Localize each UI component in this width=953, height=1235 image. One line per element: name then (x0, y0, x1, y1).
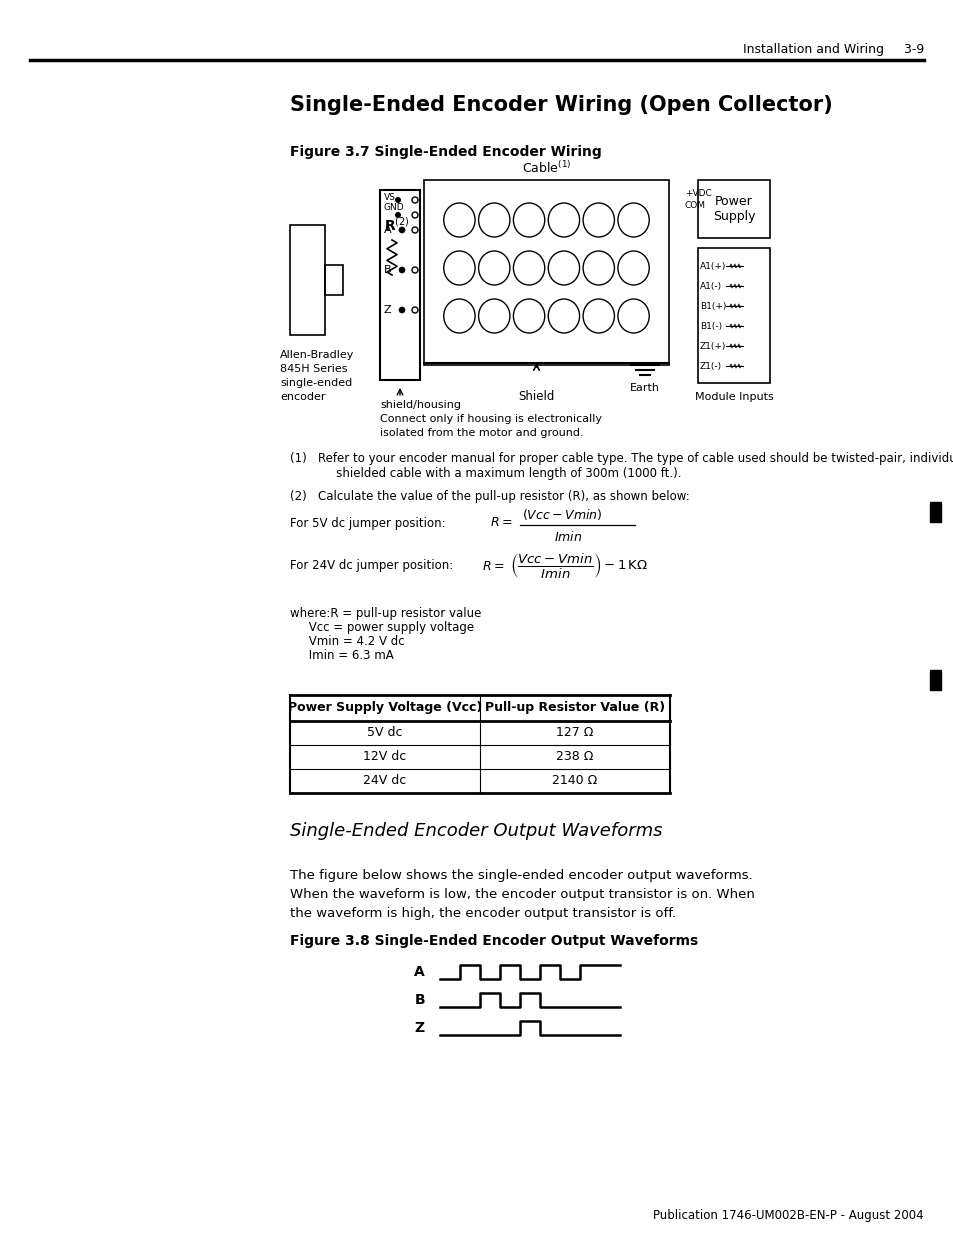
Text: Imin = 6.3 mA: Imin = 6.3 mA (290, 650, 394, 662)
Text: +VDC: +VDC (684, 189, 711, 199)
Text: For 24V dc jumper position:: For 24V dc jumper position: (290, 559, 453, 573)
Text: Figure 3.8 Single-Ended Encoder Output Waveforms: Figure 3.8 Single-Ended Encoder Output W… (290, 934, 698, 948)
Circle shape (398, 308, 405, 312)
Text: A1(+): A1(+) (700, 262, 725, 270)
Text: Vmin = 4.2 V dc: Vmin = 4.2 V dc (290, 635, 404, 648)
Text: Single-Ended Encoder Output Waveforms: Single-Ended Encoder Output Waveforms (290, 823, 661, 840)
Text: $\mathit{Imin}$: $\mathit{Imin}$ (553, 530, 581, 543)
Circle shape (412, 212, 417, 219)
Circle shape (398, 267, 405, 273)
Text: Pull-up Resistor Value (R): Pull-up Resistor Value (R) (484, 701, 664, 715)
Text: shield/housing
Connect only if housing is electronically
isolated from the motor: shield/housing Connect only if housing i… (379, 400, 601, 438)
Text: A: A (384, 225, 392, 235)
Text: Single-Ended Encoder Wiring (Open Collector): Single-Ended Encoder Wiring (Open Collec… (290, 95, 832, 115)
Text: B: B (384, 266, 392, 275)
Bar (698, 180, 769, 238)
Text: $\mathbf{R}^{(2)}$: $\mathbf{R}^{(2)}$ (384, 216, 409, 233)
Text: 24V dc: 24V dc (363, 774, 406, 788)
Text: B: B (414, 993, 424, 1007)
Text: $\left(\dfrac{\mathit{Vcc - Vmin}}{\mathit{Imin}}\right) - 1\,\mathrm{K}\Omega$: $\left(\dfrac{\mathit{Vcc - Vmin}}{\math… (510, 552, 647, 580)
Bar (929, 671, 940, 690)
Text: 2140 Ω: 2140 Ω (552, 774, 597, 788)
Circle shape (412, 308, 417, 312)
Text: shielded cable with a maximum length of 300m (1000 ft.).: shielded cable with a maximum length of … (310, 467, 680, 480)
Text: Installation and Wiring     3-9: Installation and Wiring 3-9 (742, 43, 923, 57)
Text: Power Supply Voltage (Vcc): Power Supply Voltage (Vcc) (288, 701, 481, 715)
Circle shape (412, 267, 417, 273)
Text: where:R = pull-up resistor value: where:R = pull-up resistor value (290, 606, 481, 620)
Text: For 5V dc jumper position:: For 5V dc jumper position: (290, 516, 445, 530)
Text: (1)   Refer to your encoder manual for proper cable type. The type of cable used: (1) Refer to your encoder manual for pro… (290, 452, 953, 466)
Circle shape (395, 212, 400, 219)
Text: Z: Z (415, 1021, 424, 1035)
Bar (379, 190, 419, 380)
Text: Z: Z (384, 305, 392, 315)
Text: B1(-): B1(-) (700, 321, 721, 331)
Text: A1(-): A1(-) (700, 282, 721, 290)
Text: Vcc = power supply voltage: Vcc = power supply voltage (290, 621, 474, 634)
Text: When the waveform is low, the encoder output transistor is on. When: When the waveform is low, the encoder ou… (290, 888, 754, 902)
Text: 238 Ω: 238 Ω (556, 751, 593, 763)
Text: Power
Supply: Power Supply (712, 195, 755, 224)
Bar (290, 225, 325, 335)
Circle shape (412, 198, 417, 203)
Text: B1(+): B1(+) (700, 301, 725, 310)
Text: 5V dc: 5V dc (367, 726, 402, 740)
Text: Figure 3.7 Single-Ended Encoder Wiring: Figure 3.7 Single-Ended Encoder Wiring (290, 144, 601, 159)
Text: VS: VS (384, 194, 395, 203)
Text: Allen-Bradley
845H Series
single-ended
encoder: Allen-Bradley 845H Series single-ended e… (280, 350, 354, 403)
Text: The figure below shows the single-ended encoder output waveforms.: The figure below shows the single-ended … (290, 869, 752, 882)
Text: (2)   Calculate the value of the pull-up resistor (R), as shown below:: (2) Calculate the value of the pull-up r… (290, 490, 689, 503)
Circle shape (395, 198, 400, 203)
Text: $\mathit{R=}$: $\mathit{R=}$ (481, 559, 504, 573)
Text: Cable$^{(1)}$: Cable$^{(1)}$ (521, 161, 571, 175)
Text: COM: COM (684, 201, 705, 210)
Text: A: A (414, 965, 424, 979)
Text: 12V dc: 12V dc (363, 751, 406, 763)
Circle shape (398, 227, 405, 233)
Bar (325, 266, 343, 295)
Text: $\mathit{R=}$: $\mathit{R=}$ (490, 516, 512, 530)
Text: Z1(-): Z1(-) (700, 362, 721, 370)
Circle shape (412, 227, 417, 233)
Text: GND: GND (384, 204, 404, 212)
Text: $\mathit{(Vcc - Vmin)}$: $\mathit{(Vcc - Vmin)}$ (521, 508, 602, 522)
Text: 127 Ω: 127 Ω (556, 726, 593, 740)
Text: Z1(+): Z1(+) (700, 342, 725, 351)
Text: Shield: Shield (517, 390, 554, 403)
Text: Publication 1746-UM002B-EN-P - August 2004: Publication 1746-UM002B-EN-P - August 20… (653, 1209, 923, 1221)
Bar (929, 501, 940, 522)
Text: Earth: Earth (629, 383, 659, 393)
Text: Module Inputs: Module Inputs (694, 391, 773, 403)
Bar (423, 180, 668, 366)
Bar (698, 248, 769, 383)
Text: the waveform is high, the encoder output transistor is off.: the waveform is high, the encoder output… (290, 906, 676, 920)
